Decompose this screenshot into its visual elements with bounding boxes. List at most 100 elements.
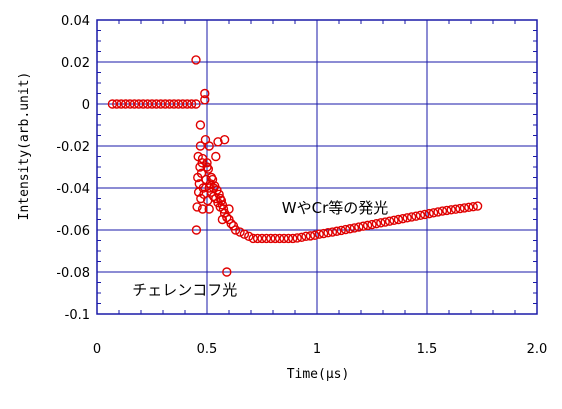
data-point [211,151,221,162]
data-point [428,208,439,218]
x-tick-label: 1.5 [417,342,438,357]
y-tick-labels: 0.04 0.02 0 -0.02 -0.04 -0.06 -0.08 -0.1 [56,14,90,323]
data-point [192,202,202,212]
data-point [415,210,426,221]
data-point [235,227,245,237]
data-point [147,99,157,109]
data-point [310,230,320,240]
x-tick-labels: 0 0.5 1 1.5 2.0 [93,342,547,357]
y-tick-label: 0.02 [61,56,90,71]
data-point [202,158,212,168]
data-point [142,99,153,109]
data-point [120,99,131,109]
data-point [358,221,368,231]
data-point [332,226,342,236]
data-point [186,99,197,109]
data-point [424,208,434,219]
data-point [244,231,254,242]
data-point [442,205,452,216]
data-point [459,203,470,213]
data-point [450,204,461,214]
data-point [217,200,228,210]
data-point [160,99,170,109]
annotation-label: チェレンコフ光 [132,281,237,299]
data-point [200,88,210,99]
data-point [213,137,223,147]
data-point [455,203,465,214]
data-point [266,233,276,244]
data-point [230,225,241,235]
data-point [393,214,404,225]
data-point [380,217,390,227]
data-point [226,218,236,229]
data-point [318,228,329,239]
data-point [222,212,232,223]
data-point [222,267,232,277]
data-point [195,120,206,130]
data-point [384,216,395,226]
x-tick-label: 2.0 [527,342,548,357]
data-point [274,233,285,244]
data-point [336,225,346,236]
y-tick-label: -0.02 [56,140,90,155]
data-point [208,183,219,193]
data-point [288,233,298,244]
data-point [367,219,377,230]
data-point [107,99,118,109]
y-tick-label: 0 [82,98,90,113]
data-point [169,99,179,109]
data-point [270,233,280,244]
data-point [411,211,421,221]
data-point [178,99,188,109]
data-point [219,134,230,145]
data-point [402,213,412,223]
data-point [314,229,324,239]
annotation-label: WやCr等の発光 [282,199,388,217]
data-point [202,162,212,172]
data-point [214,189,224,200]
data-point [362,220,373,231]
data-point [239,229,250,239]
data-point [218,204,229,214]
data-point [296,232,307,243]
data-point [279,233,289,244]
data-point [138,99,148,109]
data-point [134,99,144,109]
data-point [437,206,448,216]
x-tick-label: 0 [93,342,101,357]
data-point [354,222,364,232]
data-point [197,204,208,214]
data-point [257,233,267,244]
data-point [345,224,355,234]
data-point [198,183,208,193]
tick-marks [96,19,538,315]
data-point [420,209,430,220]
y-tick-label: -0.1 [65,308,90,323]
data-point [191,99,201,109]
y-axis-label: Intensity(arb.unit) [17,72,32,221]
data-point [323,228,333,238]
data-point [206,172,217,183]
data-point [433,207,443,217]
data-point [191,225,202,235]
data-point [173,99,184,109]
grid [97,20,537,314]
data-point [376,218,386,228]
data-point [116,99,126,109]
data-point [472,201,483,211]
data-point [200,95,210,105]
x-tick-label: 0.5 [197,342,218,357]
x-tick-label: 1 [313,342,321,357]
data-point [112,99,122,109]
data-point [129,99,140,109]
data-point [248,233,258,244]
data-point [156,99,166,109]
data-point [224,204,234,214]
data-point [195,141,206,151]
data-point [204,183,214,193]
data-points [107,55,483,277]
data-point [398,213,408,224]
data-point [468,201,478,212]
data-point [283,233,294,244]
